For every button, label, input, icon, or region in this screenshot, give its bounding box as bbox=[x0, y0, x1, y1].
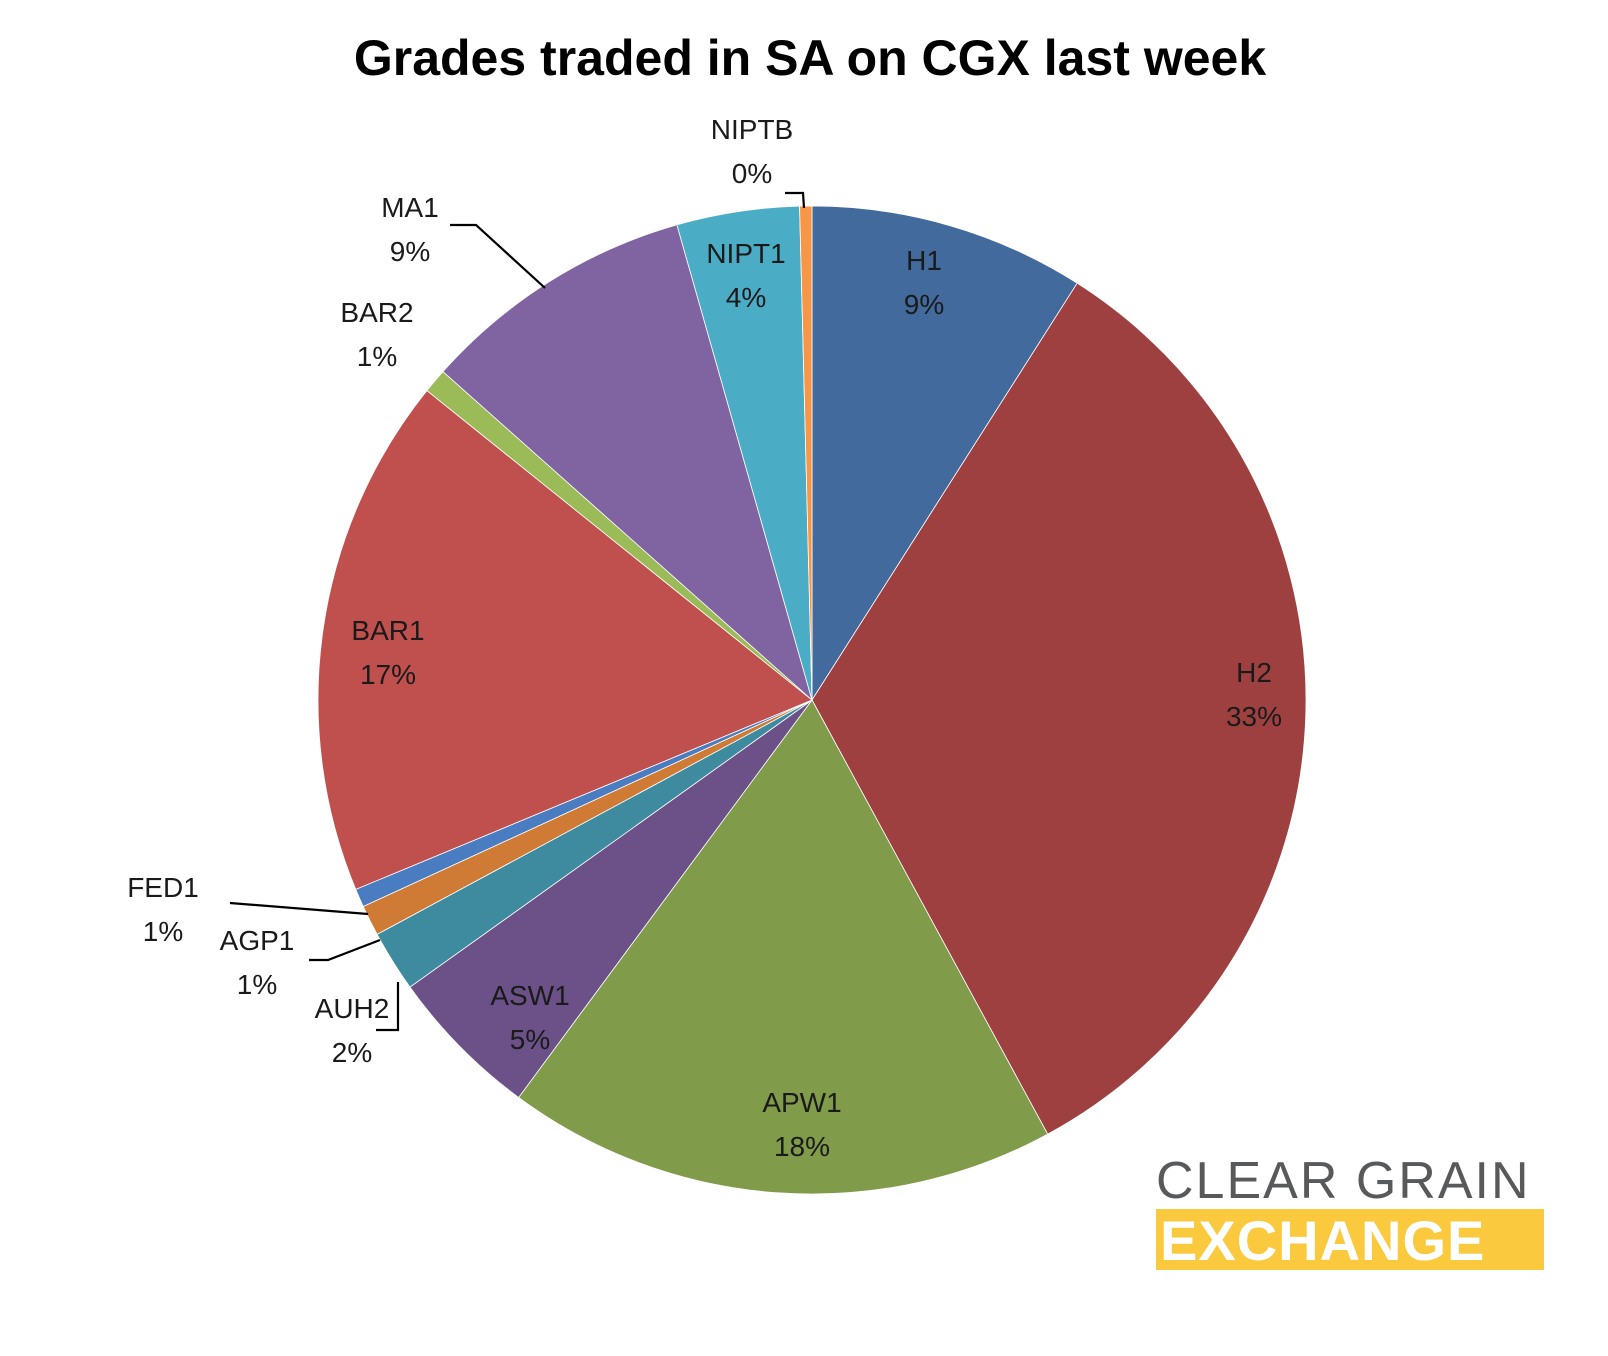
leader-line-agp1 bbox=[309, 938, 381, 962]
slice-label-percent-fed1: 1% bbox=[143, 916, 183, 947]
slice-label-name-h1: H1 bbox=[906, 245, 942, 276]
slice-labels-group: H1 9% H2 33% APW1 18% ASW1 5% AUH2 2% AGP1 1% FED1 1%… bbox=[127, 114, 1282, 1162]
logo-band bbox=[1156, 1209, 1544, 1270]
slice-label-percent-bar2: 1% bbox=[357, 341, 397, 372]
slice-label-percent-ma1: 9% bbox=[390, 236, 430, 267]
slice-label-percent-agp1: 1% bbox=[237, 969, 277, 1000]
slice-label-name-bar2: BAR2 bbox=[340, 297, 413, 328]
slice-label-percent-h2: 33% bbox=[1226, 701, 1282, 732]
slice-label-name-asw1: ASW1 bbox=[490, 980, 569, 1011]
slice-label-name-h2: H2 bbox=[1236, 657, 1272, 688]
slice-label-percent-asw1: 5% bbox=[510, 1024, 550, 1055]
slice-label-percent-apw1: 18% bbox=[774, 1131, 830, 1162]
slice-label-name-niptb: NIPTB bbox=[711, 114, 793, 145]
slices-group bbox=[317, 205, 1307, 1195]
pie-slice-h2 bbox=[811, 282, 1307, 1135]
logo-line2: EXCHANGE bbox=[1160, 1209, 1485, 1272]
pie-slice-apw1 bbox=[518, 699, 1049, 1195]
slice-label-name-nipt1: NIPT1 bbox=[706, 238, 785, 269]
leader-line-fed1 bbox=[229, 901, 369, 916]
slice-label-name-fed1: FED1 bbox=[127, 872, 199, 903]
slice-label-percent-niptb: 0% bbox=[732, 158, 772, 189]
logo-line1: CLEAR GRAIN bbox=[1156, 1152, 1531, 1210]
slice-label-name-agp1: AGP1 bbox=[220, 925, 295, 956]
leader-lines-group bbox=[229, 191, 806, 1032]
pie-slice-h1 bbox=[811, 205, 1078, 702]
slice-label-name-auh2: AUH2 bbox=[315, 993, 390, 1024]
slice-label-percent-h1: 9% bbox=[904, 289, 944, 320]
pie-slice-ma1 bbox=[442, 224, 813, 702]
slice-label-percent-bar1: 17% bbox=[360, 659, 416, 690]
leader-line-ma1 bbox=[450, 223, 546, 289]
pie-slice-niptb bbox=[799, 205, 813, 701]
slice-label-name-bar1: BAR1 bbox=[351, 615, 424, 646]
pie-slice-bar1 bbox=[317, 390, 813, 890]
slice-label-name-apw1: APW1 bbox=[762, 1087, 841, 1118]
slice-label-percent-nipt1: 4% bbox=[726, 282, 766, 313]
slice-label-percent-auh2: 2% bbox=[332, 1037, 372, 1068]
chart-title: Grades traded in SA on CGX last week bbox=[354, 30, 1266, 86]
leader-line-niptb bbox=[785, 191, 806, 209]
slice-label-name-ma1: MA1 bbox=[381, 192, 439, 223]
leader-line-auh2 bbox=[376, 982, 400, 1032]
clear-grain-exchange-logo: CLEAR GRAIN EXCHANGE bbox=[1156, 1152, 1544, 1272]
pie-slice-asw1 bbox=[409, 699, 813, 1099]
